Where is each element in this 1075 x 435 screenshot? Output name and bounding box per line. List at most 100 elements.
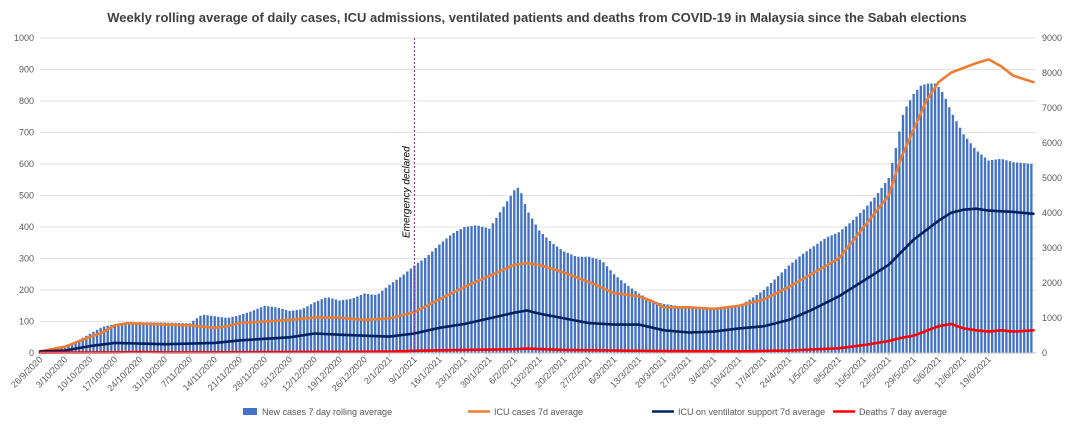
bar [588, 256, 591, 353]
y-right-tick-label: 7000 [1042, 103, 1062, 113]
bar [958, 127, 962, 353]
bar [691, 308, 694, 353]
bar [812, 246, 816, 353]
bar [552, 244, 555, 353]
bar [263, 305, 266, 353]
bar [570, 254, 573, 353]
y-left-tick-label: 700 [19, 128, 34, 138]
bar [117, 324, 120, 353]
bar [584, 256, 587, 353]
bar [363, 293, 366, 353]
bar [160, 322, 163, 353]
bar [505, 201, 509, 353]
bar [630, 288, 634, 353]
bar [374, 295, 377, 353]
bar [502, 206, 505, 353]
bar [99, 327, 102, 353]
bar [1015, 162, 1019, 353]
bar [334, 299, 338, 353]
legend-swatch-bar [243, 408, 257, 415]
bar [563, 251, 566, 353]
bar [908, 100, 912, 353]
bar [302, 308, 306, 353]
bar [152, 322, 156, 353]
bar [120, 323, 124, 353]
bar [1030, 163, 1033, 353]
bar [509, 195, 512, 353]
bar [520, 193, 523, 353]
bar [295, 310, 298, 353]
bar [274, 307, 277, 353]
bar [267, 306, 270, 353]
bar [837, 232, 840, 353]
bar [242, 314, 245, 353]
bar [541, 234, 544, 353]
bar [135, 322, 138, 353]
y-right-tick-label: 6000 [1042, 138, 1062, 148]
y-left-tick-label: 0 [29, 348, 34, 358]
bar [616, 277, 619, 353]
bar [805, 251, 808, 353]
bar [595, 258, 598, 353]
bar [366, 294, 370, 353]
bar [192, 320, 195, 353]
bar [527, 212, 530, 353]
bar [384, 287, 388, 353]
bar [901, 114, 905, 353]
bar [1019, 162, 1022, 354]
bar [1001, 159, 1005, 353]
bar [306, 306, 309, 353]
bar [213, 316, 216, 353]
series-line [38, 58, 1035, 353]
bar [224, 317, 227, 353]
y-right-tick-label: 5000 [1042, 173, 1062, 183]
y-left-tick-label: 500 [19, 191, 34, 201]
bar [477, 225, 480, 353]
bar [352, 298, 355, 353]
bar [345, 299, 348, 353]
bar [969, 143, 972, 353]
bar [998, 159, 1001, 353]
bar [78, 339, 81, 353]
bar [202, 314, 206, 353]
bar [209, 315, 213, 353]
bar [591, 257, 594, 353]
bar [548, 241, 552, 353]
bar [516, 187, 520, 353]
bar [359, 295, 363, 353]
bar [149, 322, 152, 353]
bar [759, 292, 762, 353]
y-left-tick-label: 800 [19, 96, 34, 106]
bar [459, 229, 462, 353]
bar [456, 231, 459, 353]
bar [637, 293, 641, 353]
bar [227, 317, 231, 353]
bar [602, 262, 605, 353]
bar [95, 329, 99, 353]
legend-label: ICU on ventilator support 7d average [678, 407, 825, 417]
bar [830, 235, 833, 353]
bar [420, 260, 423, 353]
bar [341, 300, 345, 353]
bar [106, 325, 109, 353]
bar [623, 283, 627, 353]
bar [163, 322, 166, 353]
bar [930, 83, 933, 353]
bar [670, 305, 673, 353]
bar [951, 114, 955, 353]
bar [249, 311, 252, 353]
bar [755, 295, 758, 353]
bar [687, 307, 691, 353]
bar [495, 217, 498, 353]
legend-label: Deaths 7 day average [859, 407, 947, 417]
bar [217, 316, 220, 353]
bar [627, 286, 630, 353]
bar [673, 305, 676, 353]
bar [103, 326, 106, 353]
bar [177, 322, 181, 353]
bar [801, 253, 805, 353]
bar [923, 84, 926, 353]
bar [962, 134, 965, 353]
bar [327, 297, 331, 353]
